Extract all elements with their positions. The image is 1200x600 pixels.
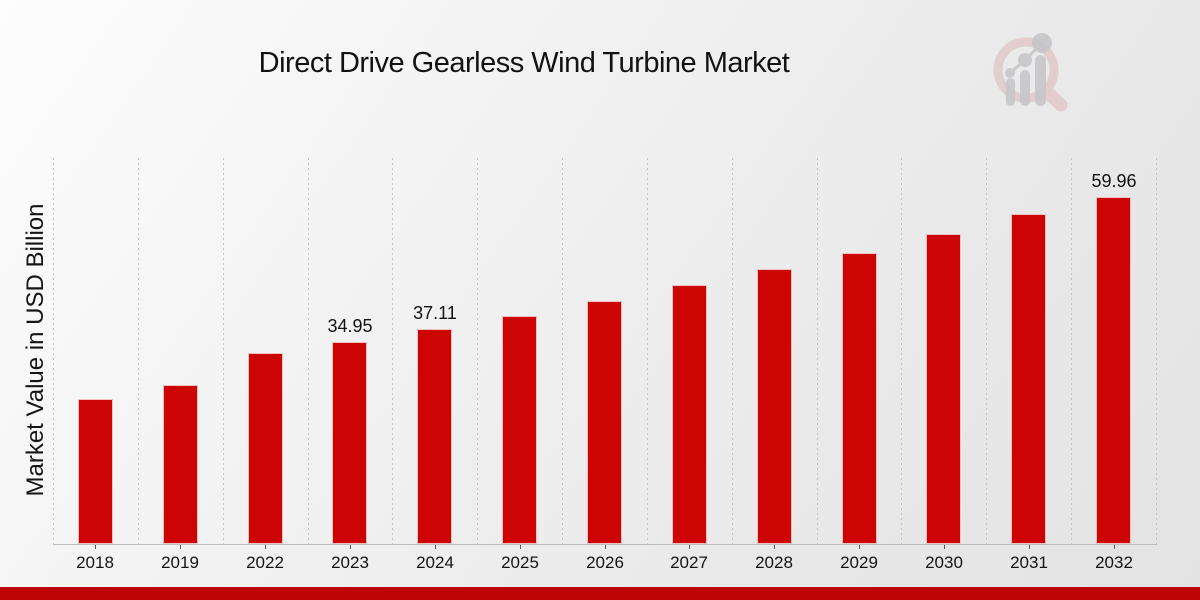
bar-value-label-2024: 37.11 [413, 303, 457, 323]
gridline [816, 158, 818, 544]
bar-2028 [757, 269, 792, 544]
bar-2024 [417, 329, 452, 544]
x-tick-label-2032: 2032 [1095, 553, 1133, 572]
gridline [731, 158, 733, 544]
bar-2027 [672, 285, 707, 544]
x-tick-label-2031: 2031 [1010, 553, 1048, 572]
gridline [137, 158, 139, 544]
x-tick-label-2018: 2018 [76, 553, 114, 572]
gridline [986, 158, 988, 544]
gridline [222, 158, 224, 544]
chart-title: Direct Drive Gearless Wind Turbine Marke… [258, 47, 790, 79]
x-tick-mark [520, 545, 521, 549]
x-tick-mark [435, 545, 436, 549]
x-tick-label-2023: 2023 [331, 553, 369, 572]
x-axis-line [53, 544, 1157, 545]
x-tick-mark [1029, 545, 1030, 549]
x-tick-mark [605, 545, 606, 549]
bar-value-label-2032: 59.96 [1091, 171, 1137, 191]
x-tick-label-2025: 2025 [501, 553, 539, 572]
bar-2022 [248, 353, 283, 544]
gridline [1156, 158, 1157, 544]
magnifier-chart-logo-icon [993, 33, 1068, 112]
x-tick-label-2022: 2022 [246, 553, 284, 572]
bar-2030 [926, 234, 961, 544]
footer-accent-band [0, 587, 1200, 600]
x-tick-mark [95, 545, 96, 549]
x-tick-mark [180, 545, 181, 549]
bar-2026 [587, 301, 622, 544]
bar-2018 [78, 399, 113, 544]
x-tick-mark [859, 545, 860, 549]
x-tick-label-2029: 2029 [840, 553, 878, 572]
bar-2019 [163, 385, 198, 544]
x-tick-mark [1114, 545, 1115, 549]
x-tick-mark [350, 545, 351, 549]
gridline [53, 158, 54, 544]
x-tick-label-2024: 2024 [416, 553, 454, 572]
bar-2025 [502, 316, 537, 544]
gridline [646, 158, 648, 544]
bar-2031 [1011, 214, 1046, 544]
x-tick-mark [689, 545, 690, 549]
x-tick-mark [944, 545, 945, 549]
gridline [901, 158, 903, 544]
gridline [392, 158, 394, 544]
x-tick-label-2026: 2026 [586, 553, 624, 572]
x-tick-label-2019: 2019 [161, 553, 199, 572]
x-tick-label-2030: 2030 [925, 553, 963, 572]
bar-2023 [332, 342, 367, 544]
logo-magnifier-handle [1040, 85, 1068, 112]
bar-2029 [842, 253, 877, 544]
gridline [477, 158, 479, 544]
x-tick-label-2027: 2027 [670, 553, 708, 572]
gridline [307, 158, 309, 544]
x-tick-label-2028: 2028 [755, 553, 793, 572]
gridline [562, 158, 564, 544]
bar-value-label-2023: 34.95 [327, 316, 373, 336]
x-tick-mark [774, 545, 775, 549]
gridline [1071, 158, 1073, 544]
bar-2032 [1096, 197, 1131, 544]
x-tick-mark [265, 545, 266, 549]
